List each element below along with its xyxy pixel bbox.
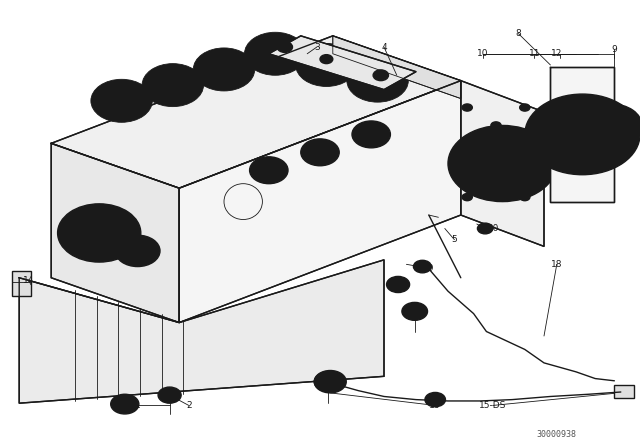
Circle shape (358, 125, 384, 143)
Text: 17: 17 (333, 379, 345, 388)
Circle shape (253, 38, 298, 69)
Text: 2: 2 (186, 401, 191, 410)
Circle shape (402, 302, 428, 320)
Circle shape (461, 134, 544, 193)
Text: 3: 3 (314, 43, 319, 52)
Polygon shape (51, 143, 179, 323)
Circle shape (541, 105, 624, 164)
Text: 1: 1 (135, 401, 140, 410)
Text: 16: 16 (429, 401, 441, 410)
Circle shape (491, 185, 501, 192)
Polygon shape (179, 81, 461, 323)
Circle shape (392, 280, 404, 289)
Circle shape (314, 370, 346, 393)
Circle shape (448, 125, 557, 202)
Circle shape (387, 276, 410, 293)
Polygon shape (19, 260, 384, 403)
Circle shape (407, 306, 422, 317)
Circle shape (577, 166, 588, 173)
Circle shape (320, 55, 333, 64)
Circle shape (301, 139, 339, 166)
Circle shape (425, 392, 445, 407)
Circle shape (115, 235, 160, 267)
Circle shape (462, 194, 472, 201)
Polygon shape (550, 67, 614, 202)
Polygon shape (461, 81, 544, 246)
Circle shape (250, 157, 288, 184)
Circle shape (99, 85, 144, 116)
Bar (614, 385, 634, 398)
Circle shape (352, 121, 390, 148)
Circle shape (296, 43, 357, 86)
Text: 19: 19 (423, 264, 435, 273)
Circle shape (462, 104, 472, 111)
Circle shape (520, 194, 530, 201)
Circle shape (111, 394, 139, 414)
Circle shape (525, 94, 640, 175)
Circle shape (58, 204, 141, 262)
Text: 6: 6 (397, 278, 403, 287)
Circle shape (244, 32, 306, 75)
Circle shape (202, 54, 246, 85)
Text: 9: 9 (612, 45, 617, 54)
Circle shape (91, 79, 152, 122)
Circle shape (355, 65, 400, 96)
Text: 13: 13 (487, 184, 499, 193)
Text: 15-DS: 15-DS (479, 401, 506, 410)
Circle shape (554, 114, 611, 155)
Circle shape (307, 143, 333, 161)
Circle shape (67, 211, 131, 255)
Circle shape (621, 113, 631, 121)
Circle shape (491, 122, 501, 129)
Circle shape (592, 112, 630, 139)
Text: 30000938: 30000938 (537, 430, 577, 439)
Polygon shape (269, 36, 416, 90)
Circle shape (142, 64, 204, 107)
Circle shape (373, 70, 388, 81)
Circle shape (321, 376, 336, 387)
Circle shape (580, 104, 640, 147)
Polygon shape (51, 36, 461, 188)
Text: 18: 18 (551, 260, 563, 269)
Circle shape (477, 146, 528, 181)
Bar (12, 271, 31, 296)
Text: 10: 10 (477, 49, 489, 58)
Circle shape (534, 113, 544, 121)
Circle shape (122, 240, 154, 262)
Circle shape (347, 59, 408, 102)
Circle shape (277, 42, 292, 52)
Text: 12: 12 (551, 49, 563, 58)
Circle shape (304, 49, 349, 81)
Text: 8: 8 (516, 29, 521, 38)
Text: 11: 11 (529, 49, 540, 58)
Circle shape (413, 260, 431, 273)
Text: 7: 7 (413, 307, 419, 316)
Polygon shape (333, 36, 461, 99)
Circle shape (193, 48, 255, 91)
Circle shape (256, 161, 282, 179)
Circle shape (314, 372, 342, 392)
Circle shape (158, 387, 181, 403)
Text: 20: 20 (487, 224, 499, 233)
Circle shape (150, 69, 195, 101)
Text: 4: 4 (381, 43, 387, 52)
Text: 14: 14 (23, 276, 35, 284)
Text: 5: 5 (452, 235, 457, 244)
Circle shape (477, 223, 493, 234)
Circle shape (520, 104, 530, 111)
